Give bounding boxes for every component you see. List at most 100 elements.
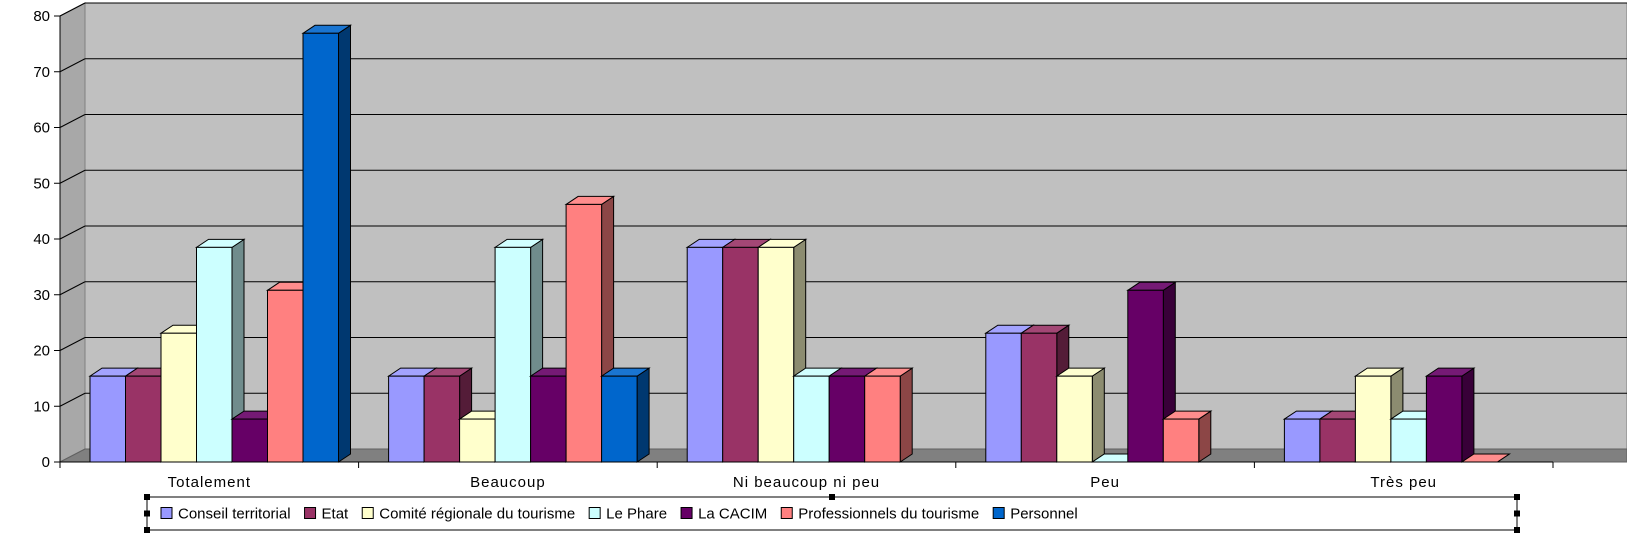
- gridline-side: [59, 2, 86, 17]
- bar: [599, 367, 651, 463]
- legend-item: Etat: [304, 506, 350, 523]
- bar-front: [1425, 375, 1463, 463]
- legend-handle: [829, 494, 835, 500]
- bar: [1353, 367, 1405, 463]
- bar: [1424, 367, 1476, 463]
- x-tick-label: Très peu: [1370, 474, 1437, 491]
- legend-swatch: [680, 507, 693, 519]
- legend-box: [146, 496, 1518, 531]
- legend-label: Comité régionale du tourisme: [379, 506, 575, 523]
- legend-swatch: [992, 507, 1005, 519]
- gridline-side: [59, 169, 86, 184]
- legend-swatch: [588, 507, 601, 519]
- bar-front: [1390, 418, 1427, 463]
- bar-side: [1461, 367, 1475, 463]
- bar-front: [89, 375, 126, 463]
- bar-front: [757, 246, 795, 463]
- x-tick-label: Beaucoup: [470, 474, 546, 491]
- legend-handle: [144, 527, 150, 533]
- bar-front: [231, 418, 268, 463]
- legend-label: Professionnels du tourisme: [798, 506, 979, 523]
- x-tick-label: Totalement: [168, 474, 251, 491]
- bar-front: [423, 375, 461, 463]
- bar-side: [1198, 410, 1212, 463]
- legend-handle: [1514, 527, 1520, 533]
- legend-handle: [1514, 494, 1520, 500]
- bar-front: [1020, 332, 1058, 463]
- legend-swatch: [304, 507, 317, 519]
- y-tick-label: 80: [33, 8, 50, 25]
- axis-labels: 0 10 20 30 40 50 60 70 80 Totalement Beaucoup Ni be…: [33, 8, 1437, 491]
- bar-front: [864, 375, 901, 463]
- legend-item: Comité régionale du tourisme: [361, 506, 575, 523]
- legend-label: Conseil territorial: [178, 506, 291, 523]
- bar: [301, 24, 353, 463]
- bar-front: [985, 332, 1022, 463]
- legend-item: La CACIM: [680, 506, 767, 523]
- bar: [863, 367, 914, 463]
- bar: [1460, 453, 1512, 463]
- gridline-side: [59, 337, 86, 351]
- bar-front: [1162, 418, 1200, 463]
- legend-item: Personnel: [992, 506, 1078, 523]
- bar-side: [899, 367, 913, 463]
- bar: [1161, 410, 1213, 463]
- bar: [194, 238, 246, 463]
- bar-front: [722, 246, 759, 463]
- bar-front: [388, 375, 425, 463]
- legend-label: Le Phare: [606, 506, 667, 523]
- bar-side: [636, 367, 650, 463]
- bar-front: [302, 32, 339, 463]
- bars: [88, 24, 1512, 463]
- bar-side: [1091, 367, 1105, 463]
- gridline-side: [59, 58, 86, 73]
- bar-front: [1127, 289, 1164, 463]
- y-tick-label: 20: [33, 343, 50, 360]
- bar-front: [828, 375, 866, 463]
- bar-front: [494, 246, 532, 463]
- y-tick-label: 70: [33, 64, 50, 81]
- bar-front: [1056, 375, 1093, 463]
- bar-front: [196, 246, 233, 463]
- bar-front: [160, 332, 197, 463]
- gridline-side: [59, 392, 86, 407]
- bar-front: [793, 375, 830, 463]
- legend-label: La CACIM: [698, 506, 767, 523]
- legend-handle: [144, 510, 150, 517]
- gridline-side: [59, 225, 86, 240]
- legend-item: Professionnels du tourisme: [780, 506, 979, 523]
- legend-swatch: [780, 507, 793, 519]
- y-tick-label: 60: [33, 120, 50, 137]
- bar: [1055, 367, 1106, 463]
- gridline-side: [59, 114, 86, 128]
- gridline-side: [59, 281, 86, 296]
- bar-front: [565, 203, 603, 463]
- bar-front: [530, 375, 567, 463]
- y-tick-label: 40: [33, 231, 50, 248]
- bar-side: [338, 24, 351, 463]
- y-tick-label: 10: [33, 398, 50, 415]
- bar-front: [267, 289, 304, 463]
- legend-label: Personnel: [1010, 506, 1078, 523]
- legend-label: Etat: [322, 506, 350, 523]
- legend-swatch: [160, 507, 173, 519]
- legend-swatch: [361, 507, 374, 519]
- bar-front: [1354, 375, 1392, 463]
- bar-front: [1319, 418, 1356, 463]
- bar-front: [125, 375, 162, 463]
- bar-front: [459, 418, 496, 463]
- x-tick-label: Ni beaucoup ni peu: [733, 474, 880, 491]
- legend-item: Conseil territorial: [160, 506, 291, 523]
- legend-item: Le Phare: [588, 506, 667, 523]
- y-tick-label: 0: [42, 454, 50, 471]
- legend-handle: [144, 494, 150, 500]
- bar-front: [686, 246, 724, 463]
- bar-front: [1283, 418, 1321, 463]
- y-tick-label: 50: [33, 175, 50, 192]
- x-tick-label: Peu: [1090, 474, 1120, 491]
- y-tick-label: 30: [33, 287, 50, 304]
- bar-top: [1460, 453, 1512, 463]
- legend: Conseil territorial Etat Comité régionale …: [144, 494, 1520, 533]
- bar-front: [601, 375, 638, 463]
